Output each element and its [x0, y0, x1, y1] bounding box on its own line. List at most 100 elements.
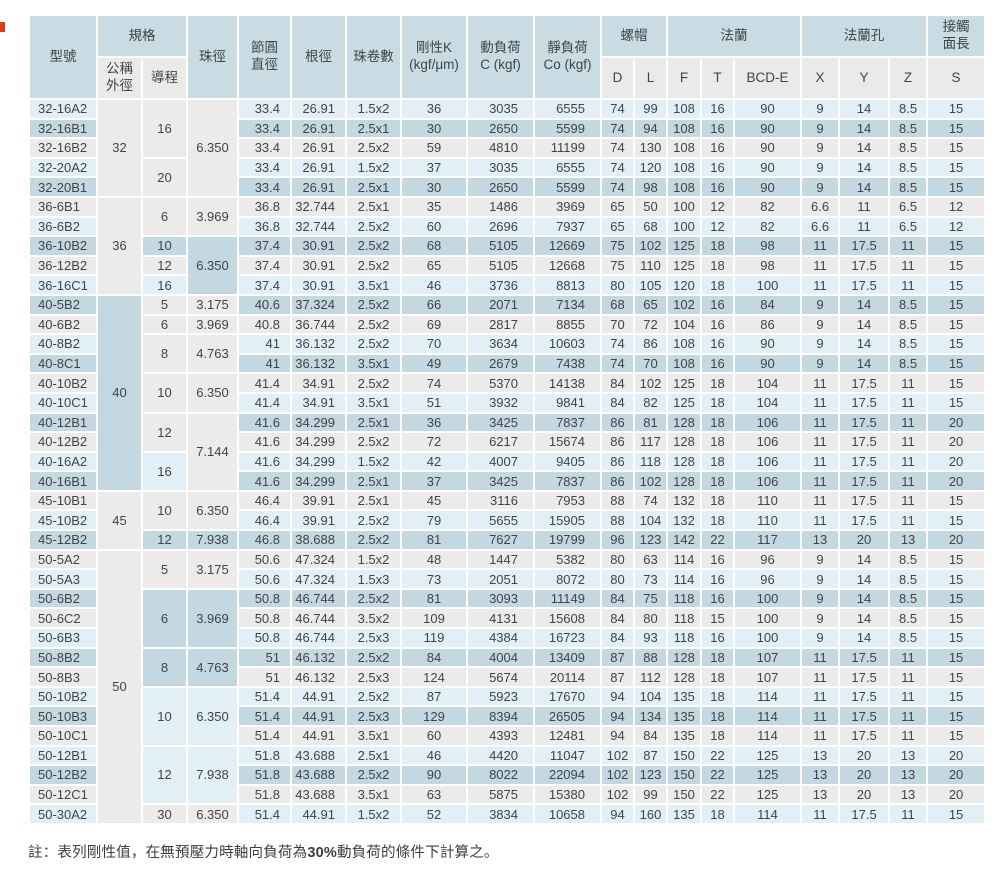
col-header-y: Y — [838, 56, 891, 100]
col-header-circuits: 珠卷數 — [345, 14, 402, 100]
cell-static-load: 3969 — [533, 195, 602, 218]
cell-pitch-dia: 50.8 — [237, 607, 292, 630]
cell-t: 12 — [700, 195, 735, 218]
cell-f: 118 — [666, 607, 702, 630]
cell-model: 40-8C1 — [28, 352, 98, 375]
cell-model: 32-16B2 — [28, 137, 98, 159]
cell-d: 74 — [600, 176, 635, 198]
cell-bcd-e: 90 — [732, 98, 803, 120]
cell-dynamic-load: 3425 — [466, 470, 535, 492]
cell-rigidity: 129 — [400, 705, 468, 727]
cell-rigidity: 48 — [400, 548, 468, 571]
table-row: 50-12B1 12 7.938 51.8 43.688 2.5x1 46 4420 11047… — [28, 744, 987, 806]
cell-rigidity: 42 — [400, 450, 468, 473]
col-header-s: S — [926, 56, 987, 100]
cell-z: 8.5 — [888, 627, 929, 649]
cell-t: 18 — [700, 489, 735, 512]
cell-lead: 16 — [141, 274, 188, 296]
ballscrew-spec-table: 型號 規格 珠徑 節圓 直徑 根徑 珠卷數 剛性K (kgf/μm) 動負荷 C… — [28, 14, 987, 825]
cell-bcd-e: 86 — [732, 313, 803, 336]
cell-circuits: 1.5x2 — [345, 548, 402, 571]
cell-x: 11 — [800, 646, 841, 669]
cell-dynamic-load: 2071 — [466, 293, 535, 316]
table-row: 50-10B3 51.4 44.91 2.5x3 129 8394 26505 94 134 13… — [28, 705, 987, 727]
cell-root-dia: 34.299 — [290, 470, 347, 492]
cell-static-load: 14138 — [533, 372, 602, 394]
cell-d: 94 — [600, 725, 635, 747]
cell-l: 130 — [633, 137, 668, 159]
cell-rigidity: 30 — [400, 117, 468, 140]
cell-t: 18 — [700, 274, 735, 296]
cell-dynamic-load: 5875 — [466, 783, 535, 806]
cell-model: 40-5B2 — [28, 293, 98, 316]
cell-static-load: 15674 — [533, 431, 602, 453]
cell-f: 108 — [666, 98, 702, 120]
cell-circuits: 3.5x1 — [345, 352, 402, 375]
cell-x: 9 — [800, 587, 841, 610]
cell-rigidity: 36 — [400, 411, 468, 434]
cell-bcd-e: 90 — [732, 137, 803, 159]
col-header-bcd-e: BCD-E — [732, 56, 803, 100]
cell-root-dia: 43.688 — [290, 764, 347, 786]
cell-t: 18 — [700, 803, 735, 825]
cell-t: 16 — [700, 176, 735, 198]
cell-y: 14 — [838, 313, 891, 336]
cell-f: 128 — [666, 646, 702, 669]
cell-s: 15 — [926, 587, 987, 610]
cell-d: 84 — [600, 391, 635, 414]
cell-pitch-dia: 36.8 — [237, 195, 292, 218]
cell-circuits: 2.5x2 — [345, 764, 402, 786]
cell-s: 12 — [926, 215, 987, 238]
cell-bcd-e: 96 — [732, 568, 803, 590]
cell-z: 11 — [888, 666, 929, 688]
cell-circuits: 2.5x1 — [345, 195, 402, 218]
table-row: 45-10B1 45 10 6.350 46.4 39.91 2.5x1 45 3116 7953… — [28, 489, 987, 551]
cell-s: 15 — [926, 333, 987, 355]
col-header-nut: 螺帽 — [600, 14, 668, 58]
cell-s: 20 — [926, 744, 987, 767]
cell-l: 99 — [633, 98, 668, 120]
cell-dynamic-load: 5655 — [466, 509, 535, 532]
cell-z: 11 — [888, 391, 929, 414]
cell-dynamic-load: 2679 — [466, 352, 535, 375]
cell-t: 16 — [700, 352, 735, 375]
cell-f: 125 — [666, 254, 702, 277]
cell-rigidity: 81 — [400, 529, 468, 551]
cell-root-dia: 44.91 — [290, 685, 347, 708]
cell-x: 9 — [800, 293, 841, 316]
cell-x: 11 — [800, 685, 841, 708]
cell-static-load: 5382 — [533, 548, 602, 571]
cell-bcd-e: 106 — [732, 470, 803, 492]
cell-root-dia: 34.299 — [290, 431, 347, 453]
cell-t: 22 — [700, 764, 735, 786]
cell-s: 15 — [926, 607, 987, 630]
cell-s: 20 — [926, 450, 987, 473]
cell-pitch-dia: 37.4 — [237, 274, 292, 296]
cell-z: 11 — [888, 489, 929, 512]
cell-model: 32-16B1 — [28, 117, 98, 140]
cell-f: 128 — [666, 431, 702, 453]
cell-bcd-e: 100 — [732, 627, 803, 649]
cell-f: 125 — [666, 391, 702, 414]
cell-l: 65 — [633, 293, 668, 316]
cell-root-dia: 36.132 — [290, 333, 347, 355]
cell-z: 8.5 — [888, 156, 929, 179]
cell-f: 120 — [666, 274, 702, 296]
cell-z: 8.5 — [888, 313, 929, 336]
cell-circuits: 2.5x3 — [345, 666, 402, 688]
cell-f: 142 — [666, 529, 702, 551]
cell-x: 9 — [800, 176, 841, 198]
cell-x: 13 — [800, 529, 841, 551]
cell-t: 16 — [700, 137, 735, 159]
cell-rigidity: 66 — [400, 293, 468, 316]
cell-rigidity: 60 — [400, 215, 468, 238]
cell-x: 11 — [800, 431, 841, 453]
cell-rigidity: 124 — [400, 666, 468, 688]
cell-ball-dia: 3.969 — [186, 313, 239, 336]
cell-model: 50-6B2 — [28, 587, 98, 610]
col-header-flange: 法蘭 — [665, 14, 803, 58]
cell-dynamic-load: 5105 — [466, 235, 535, 257]
cell-model: 50-8B2 — [28, 646, 98, 669]
col-header-lead: 導程 — [141, 56, 188, 100]
cell-t: 16 — [700, 333, 735, 355]
